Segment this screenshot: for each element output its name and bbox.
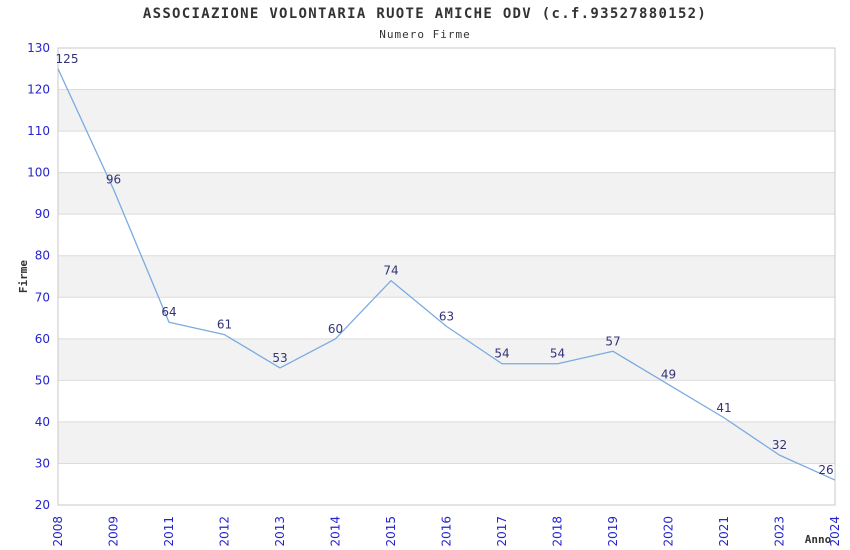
data-point-label: 54 [550,347,565,361]
data-point-label: 63 [439,309,454,323]
x-tick-label: 2018 [551,516,565,547]
chart-title: ASSOCIAZIONE VOLONTARIA RUOTE AMICHE ODV… [142,6,708,22]
data-point-label: 74 [383,264,398,278]
plot-band [58,255,835,298]
data-point-label: 125 [56,52,79,66]
data-point-label: 61 [217,318,232,332]
data-point-label: 49 [661,368,676,382]
data-point-label: 32 [772,438,787,452]
y-tick-label: 110 [27,124,50,138]
x-tick-label: 2009 [107,516,121,547]
chart-subtitle: Numero Firme [379,28,471,41]
x-tick-label: 2012 [218,516,232,547]
x-tick-label: 2017 [495,516,509,547]
y-tick-label: 30 [35,456,50,470]
y-tick-label: 80 [35,249,50,263]
x-tick-label: 2011 [162,516,176,547]
data-point-label: 41 [716,401,731,415]
data-point-label: 60 [328,322,343,336]
x-tick-label: 2008 [51,516,65,547]
y-tick-label: 130 [27,41,50,55]
data-point-label: 26 [818,463,833,477]
x-tick-label: 2014 [329,516,343,547]
x-tick-label: 2020 [662,516,676,547]
series-line [57,68,836,481]
data-point-label: 96 [106,172,121,186]
plot-band [58,172,835,215]
y-tick-label: 40 [35,415,50,429]
x-tick-label: 2019 [606,516,620,547]
data-point-label: 53 [272,351,287,365]
y-axis-title: Firme [17,260,30,293]
x-tick-label: 2016 [440,516,454,547]
x-tick-label: 2021 [717,516,731,547]
x-tick-label: 2015 [384,516,398,547]
x-tick-label: 2024 [828,516,842,547]
plot-band [58,338,835,381]
y-tick-label: 20 [35,498,50,512]
y-tick-label: 100 [27,166,50,180]
plot-band [58,89,835,132]
x-axis-title: Anno [805,533,832,546]
plot-border [57,47,836,506]
plot-band [58,421,835,464]
y-tick-label: 90 [35,207,50,221]
x-tick-label: 2023 [773,516,787,547]
y-tick-label: 60 [35,332,50,346]
y-tick-label: 50 [35,373,50,387]
data-point-label: 57 [605,334,620,348]
data-point-label: 54 [494,347,509,361]
y-tick-label: 120 [27,83,50,97]
data-point-label: 64 [161,305,176,319]
y-tick-label: 70 [35,290,50,304]
x-tick-label: 2013 [273,516,287,547]
